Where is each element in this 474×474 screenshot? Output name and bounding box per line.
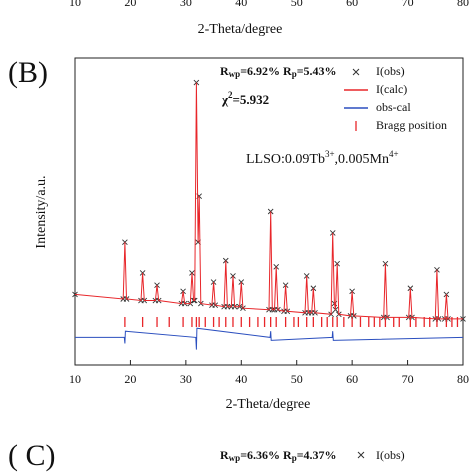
panel-a-x-tick-label: 10 — [69, 0, 81, 9]
legend-text: I(calc) — [376, 82, 407, 96]
panel-c-legend-marker — [357, 451, 365, 459]
panel-a-x-tick-label: 40 — [235, 0, 247, 9]
difference-line — [75, 327, 464, 350]
panel-c-fit-text: Rwp=6.36% Rp=4.37% — [220, 448, 337, 463]
x-tick-label: 10 — [69, 372, 81, 386]
obs-point — [273, 263, 280, 270]
panel-a-x-label: 2-Theta/degree — [198, 22, 283, 37]
panel-a-x-tick-label: 30 — [180, 0, 192, 9]
y-axis-label: Intensity/a.u. — [34, 175, 49, 248]
fit-text: Rwp=6.92% Rp=5.43% — [220, 64, 337, 79]
legend-marker — [352, 68, 360, 76]
x-tick-label: 70 — [402, 372, 414, 386]
calc-line — [74, 82, 463, 320]
x-tick-label: 50 — [291, 372, 303, 386]
panel-a-x-tick-label: 50 — [291, 0, 303, 9]
x-axis-label: 2-Theta/degree — [226, 397, 311, 412]
x-tick-label: 60 — [346, 372, 358, 386]
x-tick-label: 40 — [235, 372, 247, 386]
panel-c-label: ( C) — [8, 439, 56, 472]
panel-a-x-tick-label: 80 — [457, 0, 469, 9]
chi-text: χ2=5.932 — [221, 90, 269, 107]
obs-point — [310, 285, 317, 292]
panel-a-x-tick-label: 70 — [402, 0, 414, 9]
plot-frame — [74, 57, 464, 366]
obs-point — [193, 79, 200, 86]
x-tick-label: 20 — [124, 372, 136, 386]
x-tick-label: 80 — [457, 372, 469, 386]
obs-point — [230, 273, 236, 279]
legend-text: Bragg position — [376, 118, 447, 132]
panel-a-x-tick-label: 20 — [124, 0, 136, 9]
panel-label: (B) — [8, 56, 48, 89]
obs-point — [407, 285, 414, 292]
sample-text: LLSO:0.09Tb3+,0.005Mn4+ — [246, 149, 399, 167]
panel-c-legend-text: I(obs) — [376, 448, 405, 462]
legend-text: I(obs) — [376, 64, 405, 78]
obs-point — [303, 273, 310, 279]
obs-point — [72, 291, 78, 298]
panel-a-x-tick-label: 60 — [346, 0, 358, 9]
x-tick-label: 30 — [180, 372, 192, 386]
legend-text: obs-cal — [376, 100, 411, 114]
